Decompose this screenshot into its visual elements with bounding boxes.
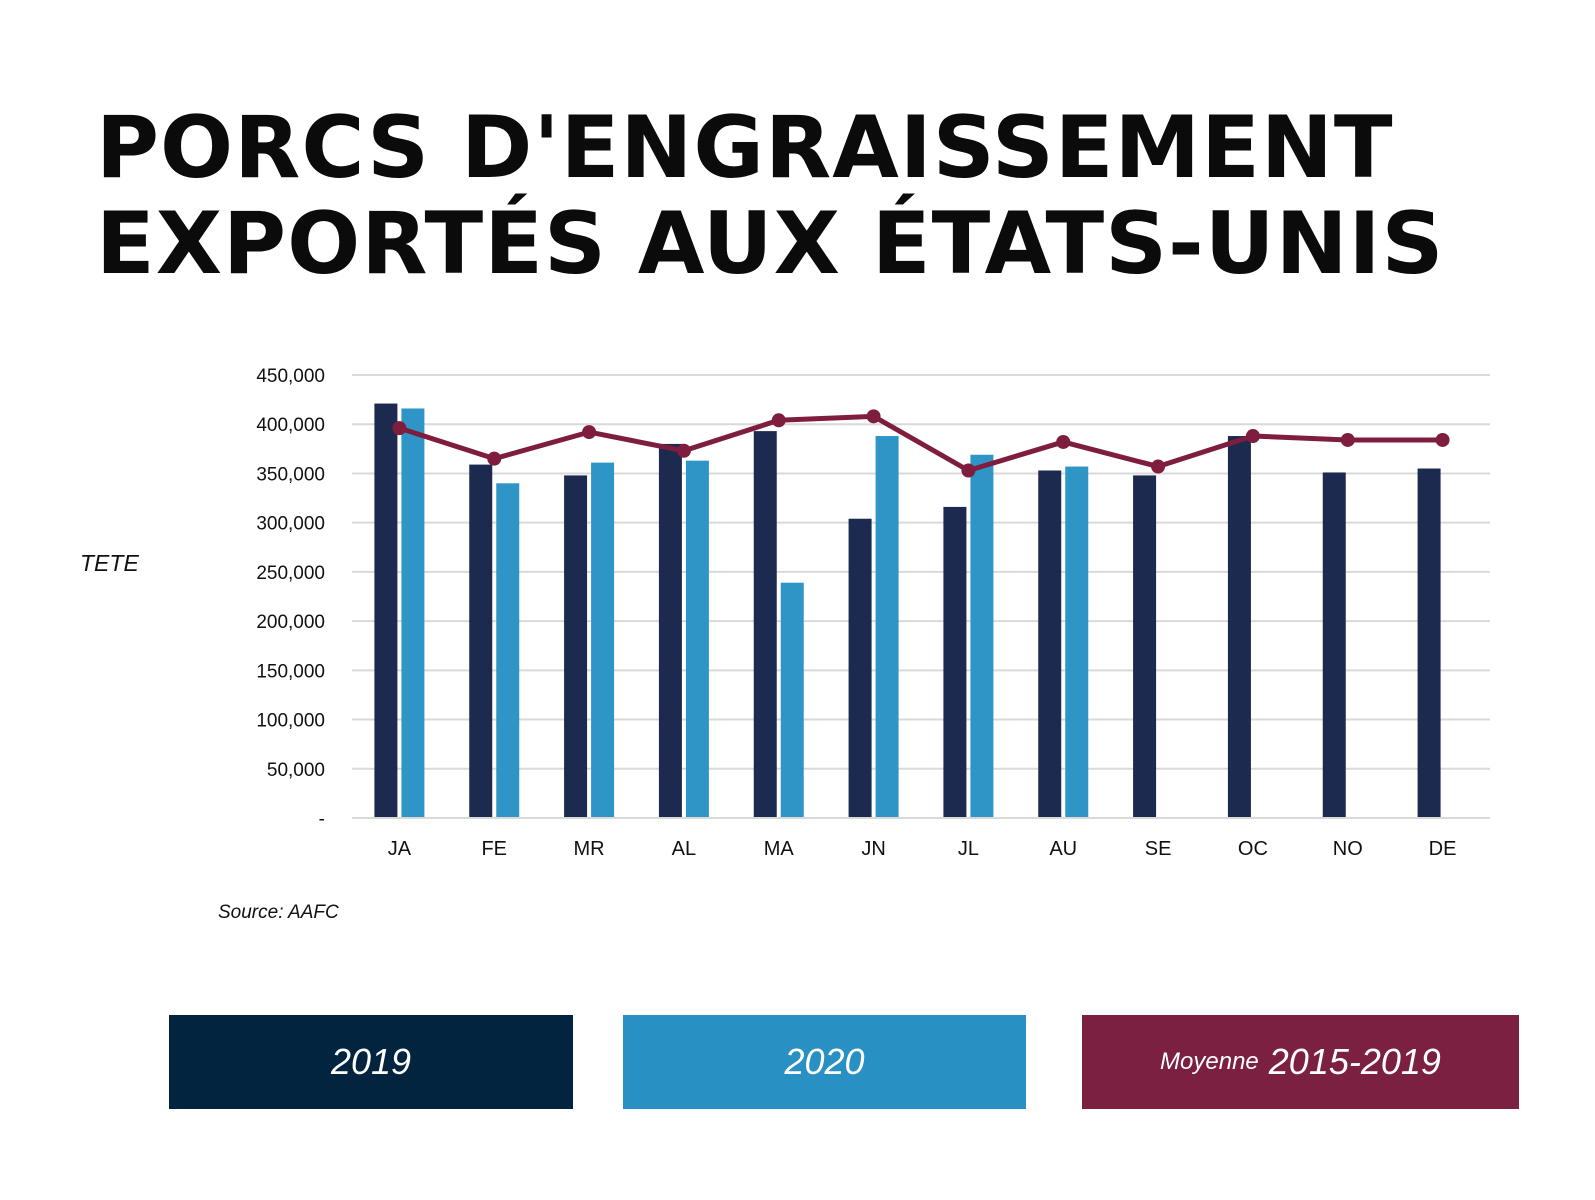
legend-item-2019: 2019 [169,1015,573,1109]
bar-2020 [401,408,425,818]
x-tick-label: FE [481,838,507,860]
bar-2019 [1133,475,1157,818]
legend-label-average-prefix: Moyenne [1160,1048,1259,1075]
bar-2019 [753,431,777,818]
x-tick-label: DE [1429,838,1457,860]
average-point [1151,459,1166,474]
chart-plot: - 50,000 100,000 150,000 200,000 250,000 300,0… [256,366,1490,860]
bar-2019 [1227,436,1251,818]
y-tick-label: 250,000 [256,563,325,584]
bar-2020 [496,483,520,818]
bar-2019 [469,464,493,818]
bar-2020 [970,454,994,818]
average-point [392,421,407,436]
legend-label-2020: 2020 [784,1041,865,1082]
title-line-1: PORCS D'ENGRAISSEMENT [96,98,1394,198]
average-line [398,413,1443,473]
bar-2019 [848,518,872,818]
x-tick-label: MA [764,838,795,860]
bar-2020 [780,582,804,818]
bar-2019 [564,475,588,818]
average-point [487,451,502,466]
y-tick-label: 50,000 [267,760,325,781]
average-point [1245,429,1260,444]
y-tick-label: 400,000 [256,415,325,436]
bar-2020 [685,460,709,818]
bar-2019 [943,506,967,818]
average-point [866,409,881,424]
x-tick-label: JA [388,838,412,860]
x-tick-label: NO [1333,838,1363,860]
legend-item-average: Moyenne 2015-2019 [1082,1015,1519,1109]
bar-2019 [374,403,398,818]
y-tick-label: - [319,809,325,830]
average-point [771,413,786,428]
legend-label-average-years: 2015-2019 [1268,1041,1441,1082]
legend-item-2020: 2020 [623,1015,1026,1109]
bar-2019 [1038,470,1062,818]
bar-2020 [875,436,899,818]
average-point [582,425,597,440]
x-tick-label: AL [672,838,696,860]
average-point [1056,434,1071,449]
source-note: Source: AAFC [218,902,339,923]
y-tick-label: 300,000 [256,514,325,535]
y-axis-label: TETE [80,550,139,576]
title-line-2: EXPORTÉS AUX ÉTATS-UNIS [96,194,1445,294]
y-tick-label: 450,000 [256,366,325,387]
bar-2020 [591,462,615,818]
y-tick-label: 350,000 [256,464,325,485]
x-tick-label: JL [958,838,979,860]
bar-2019 [658,443,682,818]
average-point [1435,432,1450,447]
x-tick-label: MR [574,838,605,860]
average-point [1340,432,1355,447]
y-tick-label: 150,000 [256,661,325,682]
x-tick-label: JN [861,838,885,860]
average-point [961,463,976,478]
y-tick-label: 200,000 [256,612,325,633]
x-tick-label: AU [1049,838,1077,860]
bar-2019 [1322,472,1346,818]
x-tick-label: SE [1145,838,1172,860]
average-point [676,443,691,458]
bar-2020 [1065,466,1089,818]
bar-2019 [1417,468,1441,818]
page-title: PORCS D'ENGRAISSEMENT EXPORTÉS AUX ÉTATS… [96,100,1546,292]
y-tick-label: 100,000 [256,711,325,732]
legend-label-2019: 2019 [330,1041,412,1082]
x-tick-label: OC [1238,838,1268,860]
